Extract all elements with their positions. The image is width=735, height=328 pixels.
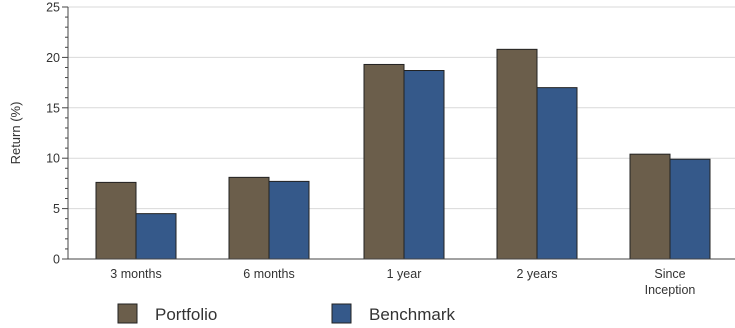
x-tick-label: 6 months [243, 267, 294, 281]
legend-label-benchmark: Benchmark [369, 305, 455, 324]
x-tick-labels: 3 months 6 months 1 year 2 years Since Incept… [110, 267, 695, 297]
legend-swatch-benchmark [331, 303, 352, 324]
x-tick-label: 3 months [110, 267, 161, 281]
bar-portfolio-2 [228, 176, 270, 260]
bar-portfolio-5 [629, 153, 671, 260]
y-tick-labels: 0 5 10 15 20 25 [46, 1, 60, 267]
bar-portfolio-3 [363, 63, 405, 260]
x-tick-label: Since Inception [645, 267, 696, 297]
x-tick-label: 1 year [387, 267, 422, 281]
legend-swatch-portfolio [117, 303, 138, 324]
bar-benchmark-4 [536, 87, 578, 260]
y-tick-label: 10 [46, 152, 60, 166]
bar-portfolio-1 [95, 181, 137, 260]
bar-benchmark-1 [135, 213, 177, 260]
legend-label-portfolio: Portfolio [155, 305, 217, 324]
bar-benchmark-3 [403, 70, 445, 260]
y-tick-label: 20 [46, 51, 60, 65]
y-tick-label: 25 [46, 1, 60, 15]
bar-portfolio-4 [496, 48, 538, 260]
axes [62, 6, 735, 260]
bar-benchmark-2 [268, 180, 310, 260]
legend: Portfolio Benchmark [117, 303, 455, 324]
y-axis-title: Return (%) [8, 102, 23, 165]
bar-benchmark-5 [669, 158, 711, 260]
y-tick-label: 5 [53, 202, 60, 216]
x-tick-label: 2 years [517, 267, 558, 281]
y-tick-label: 0 [53, 253, 60, 267]
bars [95, 48, 711, 260]
y-tick-label: 15 [46, 101, 60, 115]
